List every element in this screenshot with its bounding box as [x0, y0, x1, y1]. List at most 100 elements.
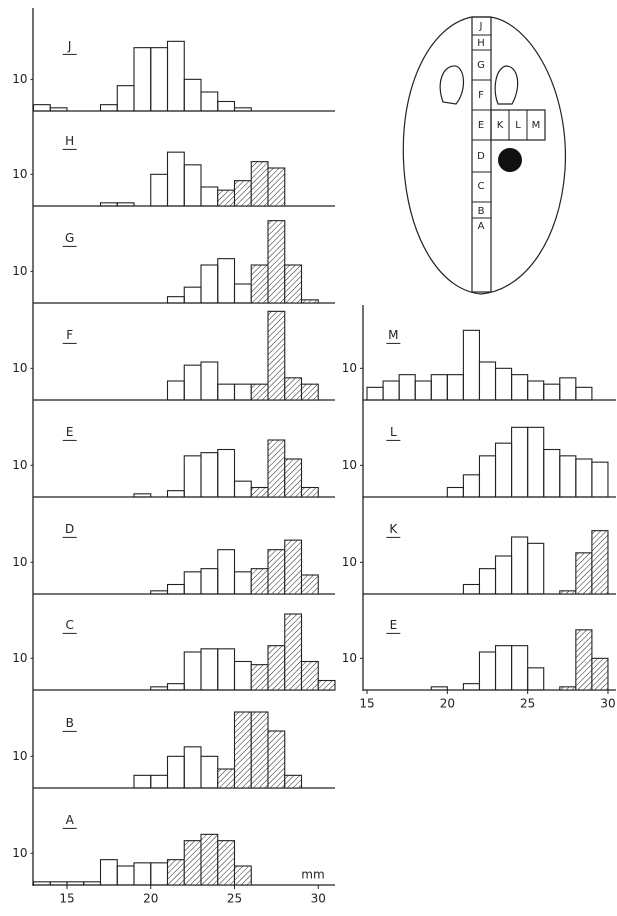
bar	[101, 105, 118, 111]
hatched-bar	[251, 384, 268, 400]
bar	[560, 378, 576, 400]
bar	[479, 569, 495, 594]
hatched-bar	[268, 168, 285, 206]
bar	[218, 384, 235, 400]
bar	[151, 687, 168, 690]
panel: 10 M	[342, 328, 616, 400]
bar	[544, 384, 560, 400]
hatched-bar	[302, 662, 319, 691]
y-tick-label: 10	[342, 458, 357, 472]
panel: 10C	[12, 614, 335, 690]
bar	[218, 550, 235, 594]
bar	[151, 775, 168, 788]
hatched-bar	[268, 311, 285, 400]
bar	[184, 79, 201, 111]
bar	[431, 375, 447, 400]
bar	[84, 882, 101, 885]
black-spot	[498, 148, 522, 172]
y-tick-label: 10	[12, 555, 27, 569]
hatched-bar	[218, 841, 235, 885]
bar	[168, 297, 185, 303]
panel: 10 H	[12, 134, 335, 206]
bar	[235, 481, 252, 497]
y-tick-label: 10	[12, 167, 27, 181]
right-horn	[495, 66, 517, 104]
y-tick-label: 10	[342, 361, 357, 375]
panel-label: H	[65, 134, 74, 148]
bar	[201, 362, 218, 400]
hatched-bar	[285, 775, 302, 788]
bar	[168, 585, 185, 595]
hatched-bar	[251, 162, 268, 206]
hatched-bar	[285, 378, 302, 400]
hatched-bar	[302, 384, 319, 400]
x-tick-label: 30	[311, 892, 326, 906]
bar	[184, 572, 201, 594]
hatched-bar	[251, 712, 268, 788]
bar	[101, 203, 118, 206]
y-tick-label: 10	[12, 264, 27, 278]
bar	[218, 450, 235, 498]
hatched-bar	[268, 550, 285, 594]
hatched-bar	[251, 665, 268, 690]
bar	[184, 747, 201, 788]
bar	[201, 187, 218, 206]
bar	[463, 475, 479, 497]
bar	[184, 165, 201, 206]
y-tick-label: 10	[12, 651, 27, 665]
bar	[528, 543, 544, 594]
hatched-bar	[560, 687, 576, 690]
figure: JHGFEDCBAKLM 10J10H10G10F10E10D10C10B10A…	[0, 0, 617, 916]
bar	[201, 92, 218, 111]
hatched-bar	[285, 540, 302, 594]
bar	[151, 174, 168, 206]
hatched-bar	[302, 300, 319, 303]
bar	[134, 48, 151, 111]
cell-label: A	[478, 221, 485, 232]
panel-label: G	[65, 231, 74, 245]
bar	[201, 265, 218, 303]
bar	[431, 687, 447, 690]
hatched-bar	[235, 181, 252, 206]
panel: 10A15202530mm	[12, 813, 335, 906]
bar	[528, 381, 544, 400]
bar	[235, 662, 252, 691]
bar	[134, 863, 151, 885]
x-axis-label: mm	[301, 868, 324, 882]
hatched-bar	[576, 553, 592, 594]
bar	[496, 646, 512, 690]
cell-label: K	[497, 120, 504, 131]
bar	[479, 652, 495, 690]
y-tick-label: 10	[12, 749, 27, 763]
panel-label: J	[67, 39, 72, 53]
cell-label: H	[477, 38, 485, 49]
hatched-bar	[592, 658, 608, 690]
panel-label: E	[390, 618, 398, 632]
hatched-bar	[285, 459, 302, 497]
bar	[117, 203, 134, 206]
bar	[496, 556, 512, 594]
hatched-bar	[268, 731, 285, 788]
bar	[235, 284, 252, 303]
hatched-bar	[168, 860, 185, 885]
panel-label: M	[388, 328, 398, 342]
bar	[34, 105, 51, 111]
hatched-bar	[268, 646, 285, 690]
bar	[512, 375, 528, 400]
bar	[463, 585, 479, 595]
cell-label: J	[479, 21, 483, 32]
panel-label: B	[66, 716, 74, 730]
bar	[201, 453, 218, 497]
hatched-bar	[235, 712, 252, 788]
panel-label: D	[65, 522, 74, 536]
bar	[235, 108, 252, 111]
bar	[512, 537, 528, 594]
hatched-bar	[268, 221, 285, 303]
bar	[50, 882, 67, 885]
y-tick-label: 10	[342, 555, 357, 569]
bar	[544, 450, 560, 498]
y-tick-label: 10	[12, 361, 27, 375]
bar	[117, 866, 134, 885]
hatched-bar	[268, 440, 285, 497]
bar	[184, 456, 201, 497]
